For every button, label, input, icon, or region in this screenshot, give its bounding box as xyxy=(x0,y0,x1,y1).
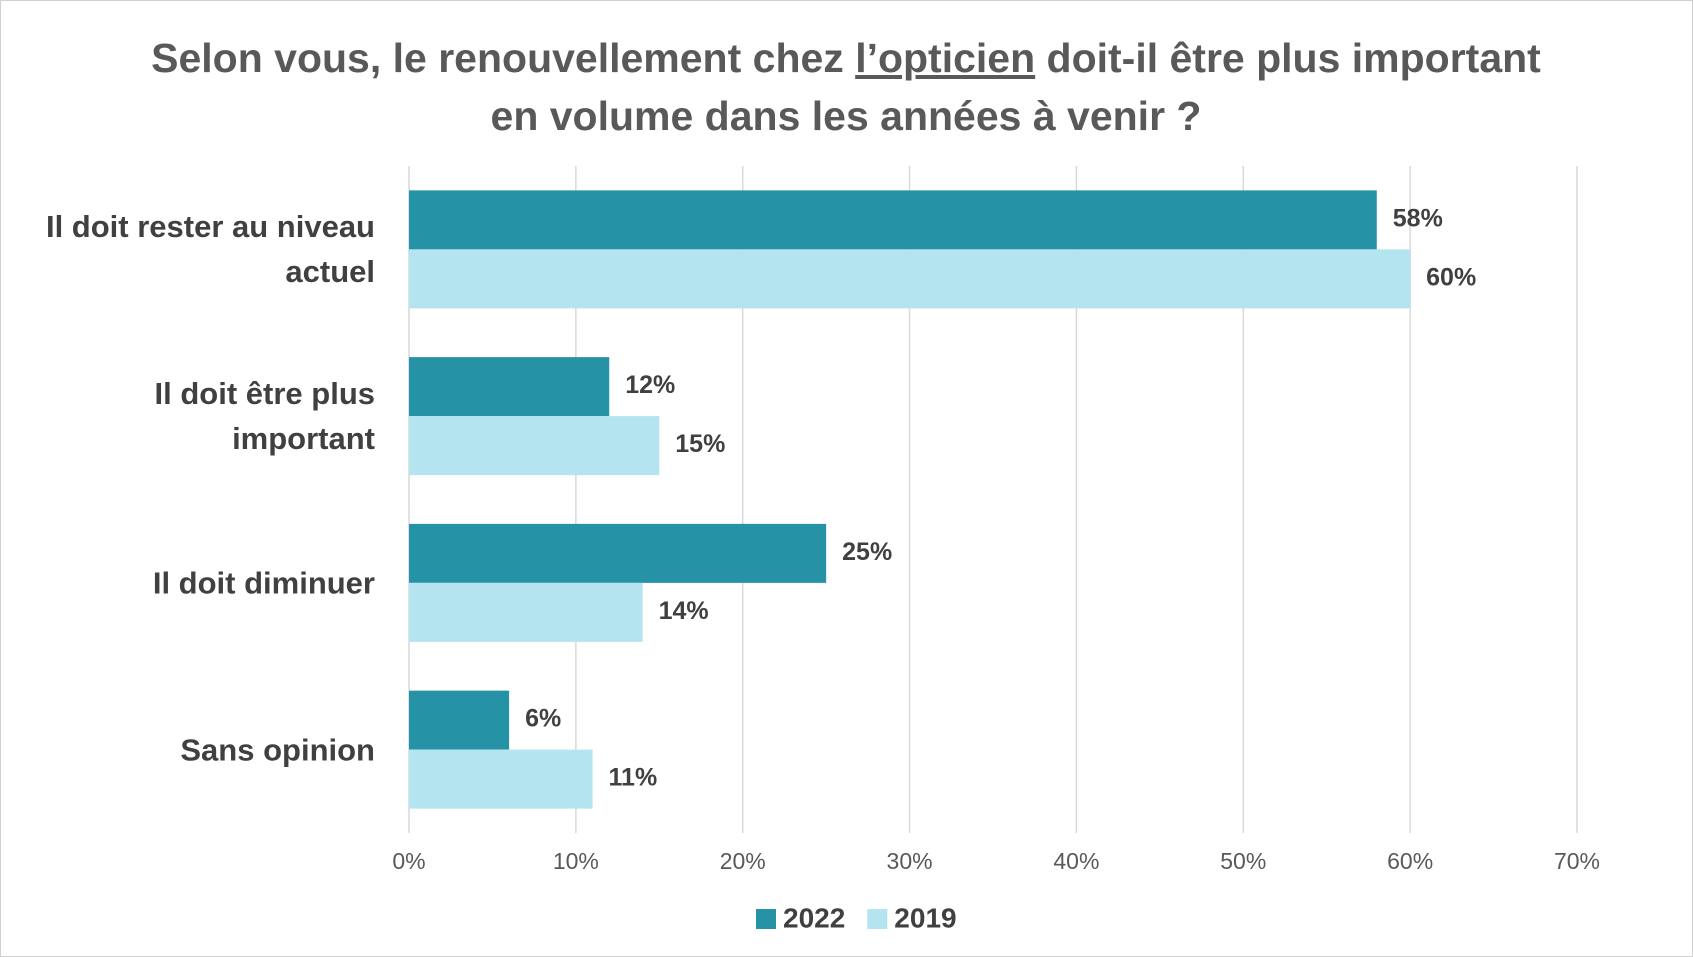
bar xyxy=(409,749,593,809)
bar xyxy=(409,582,643,642)
bar xyxy=(409,357,610,417)
bar xyxy=(409,690,510,750)
y-tick-label: Il doit être plus important xyxy=(154,376,375,457)
x-tick-label: 50% xyxy=(1220,848,1266,874)
data-label: 58% xyxy=(1393,204,1443,232)
bar xyxy=(409,523,827,583)
legend-swatch xyxy=(756,909,776,929)
bar xyxy=(409,416,660,476)
data-label: 6% xyxy=(525,705,561,733)
legend-label: 2019 xyxy=(894,902,956,933)
x-tick-label: 70% xyxy=(1554,848,1600,874)
x-tick-label: 60% xyxy=(1387,848,1433,874)
x-tick-label: 20% xyxy=(720,848,766,874)
x-tick-label: 10% xyxy=(553,848,599,874)
x-tick-label: 30% xyxy=(887,848,933,874)
data-label: 25% xyxy=(842,538,892,566)
chart-title: Selon vous, le renouvellement chez l’opt… xyxy=(151,29,1541,145)
data-label: 60% xyxy=(1426,263,1476,291)
bar xyxy=(409,249,1411,309)
title-part: doit-il être plus important en volume da… xyxy=(490,35,1541,139)
data-label: 12% xyxy=(625,371,675,399)
y-tick-label: Sans opinion xyxy=(180,732,375,768)
legend-swatch xyxy=(867,909,888,929)
data-label: 11% xyxy=(609,764,658,792)
x-tick-label: 40% xyxy=(1053,848,1099,874)
data-label: 14% xyxy=(659,597,709,625)
y-tick-label: Il doit rester au niveau actuel xyxy=(45,209,375,290)
legend-label: 2022 xyxy=(783,902,845,933)
data-label: 15% xyxy=(675,430,725,458)
bar xyxy=(409,190,1377,250)
x-tick-label: 0% xyxy=(392,848,425,874)
title-part: l’opticien xyxy=(855,35,1036,81)
title-part: Selon vous, le renouvellement chez xyxy=(151,35,856,81)
y-tick-label: Il doit diminuer xyxy=(152,565,375,601)
